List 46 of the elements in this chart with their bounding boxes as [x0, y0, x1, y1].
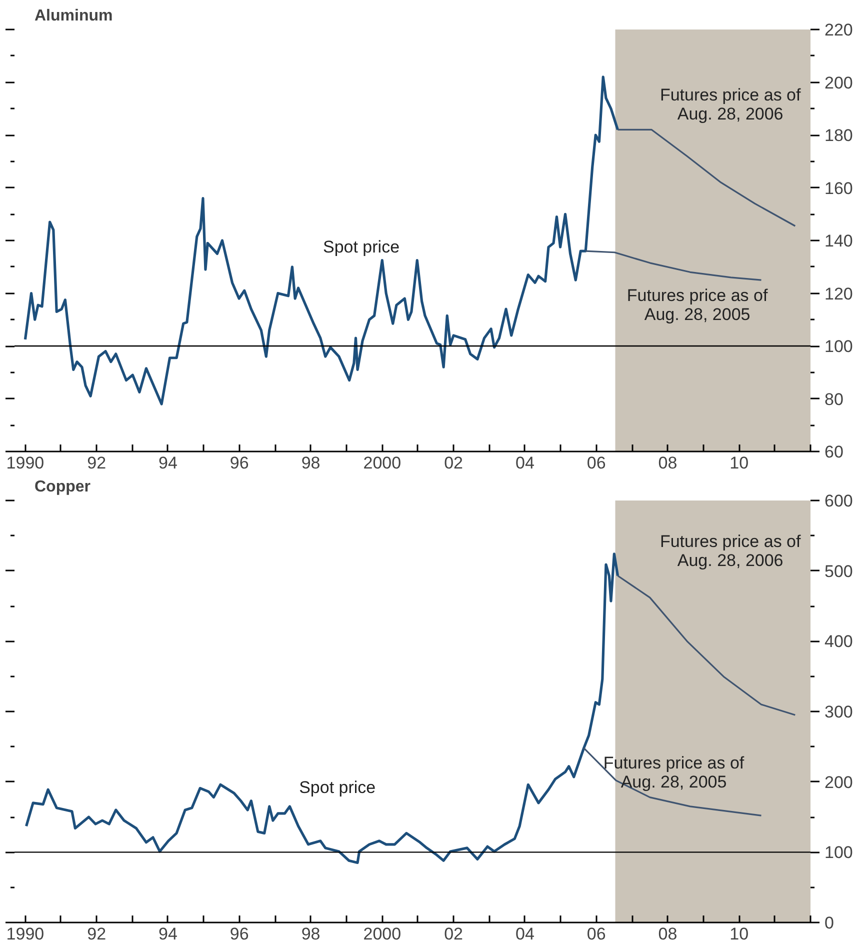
x-tick-label: 98 — [301, 454, 320, 472]
y-tick-label: 200 — [824, 73, 853, 92]
x-tick-label: 2000 — [363, 454, 402, 472]
x-tick-label: 08 — [658, 454, 678, 472]
y-tick-label: 400 — [824, 632, 853, 652]
y-tick-label: 220 — [824, 20, 853, 40]
series-label: Spot price — [322, 237, 400, 256]
x-tick-label: 96 — [230, 924, 249, 942]
x-tick-label: 10 — [730, 454, 749, 472]
x-tick-label: 92 — [87, 924, 106, 942]
x-tick-label: 1990 — [6, 924, 44, 942]
x-tick-label: 98 — [301, 924, 320, 942]
series-label: Futures price as of Aug. 28, 2006 — [660, 532, 801, 570]
x-tick-label: 06 — [586, 924, 606, 942]
x-tick-label: 04 — [515, 924, 534, 942]
y-tick-label: 100 — [824, 337, 853, 356]
x-tick-label: 02 — [444, 454, 464, 472]
x-tick-label: 06 — [586, 454, 606, 472]
y-tick-label: 120 — [824, 284, 853, 304]
series-label: Futures price as of Aug. 28, 2006 — [660, 86, 801, 124]
x-tick-label: 96 — [230, 454, 249, 472]
x-tick-label: 92 — [87, 454, 106, 472]
x-tick-label: 10 — [730, 924, 749, 942]
x-tick-label: 08 — [658, 924, 678, 942]
y-tick-label: 0 — [824, 914, 834, 932]
series-label: Futures price as of Aug. 28, 2005 — [626, 286, 768, 324]
x-tick-label: 02 — [444, 924, 464, 942]
y-tick-label: 200 — [824, 772, 853, 792]
y-tick-label: 600 — [824, 492, 853, 510]
x-tick-label: 2000 — [363, 924, 402, 942]
chart-title: Aluminum — [34, 8, 113, 24]
chart-title: Copper — [34, 478, 90, 496]
x-tick-label: 04 — [515, 454, 534, 472]
y-tick-label: 160 — [824, 178, 853, 198]
x-tick-label: 1990 — [6, 454, 44, 472]
y-tick-label: 80 — [824, 390, 844, 409]
y-tick-label: 140 — [824, 232, 853, 250]
series-label: Spot price — [299, 778, 376, 797]
y-tick-label: 100 — [824, 843, 853, 862]
y-tick-label: 180 — [824, 126, 853, 145]
x-tick-label: 94 — [158, 924, 178, 942]
x-tick-label: 94 — [158, 454, 178, 472]
y-tick-label: 500 — [824, 562, 853, 581]
y-tick-label: 60 — [824, 442, 844, 462]
y-tick-label: 300 — [824, 702, 853, 722]
series-label: Futures price as of Aug. 28, 2005 — [603, 753, 744, 792]
